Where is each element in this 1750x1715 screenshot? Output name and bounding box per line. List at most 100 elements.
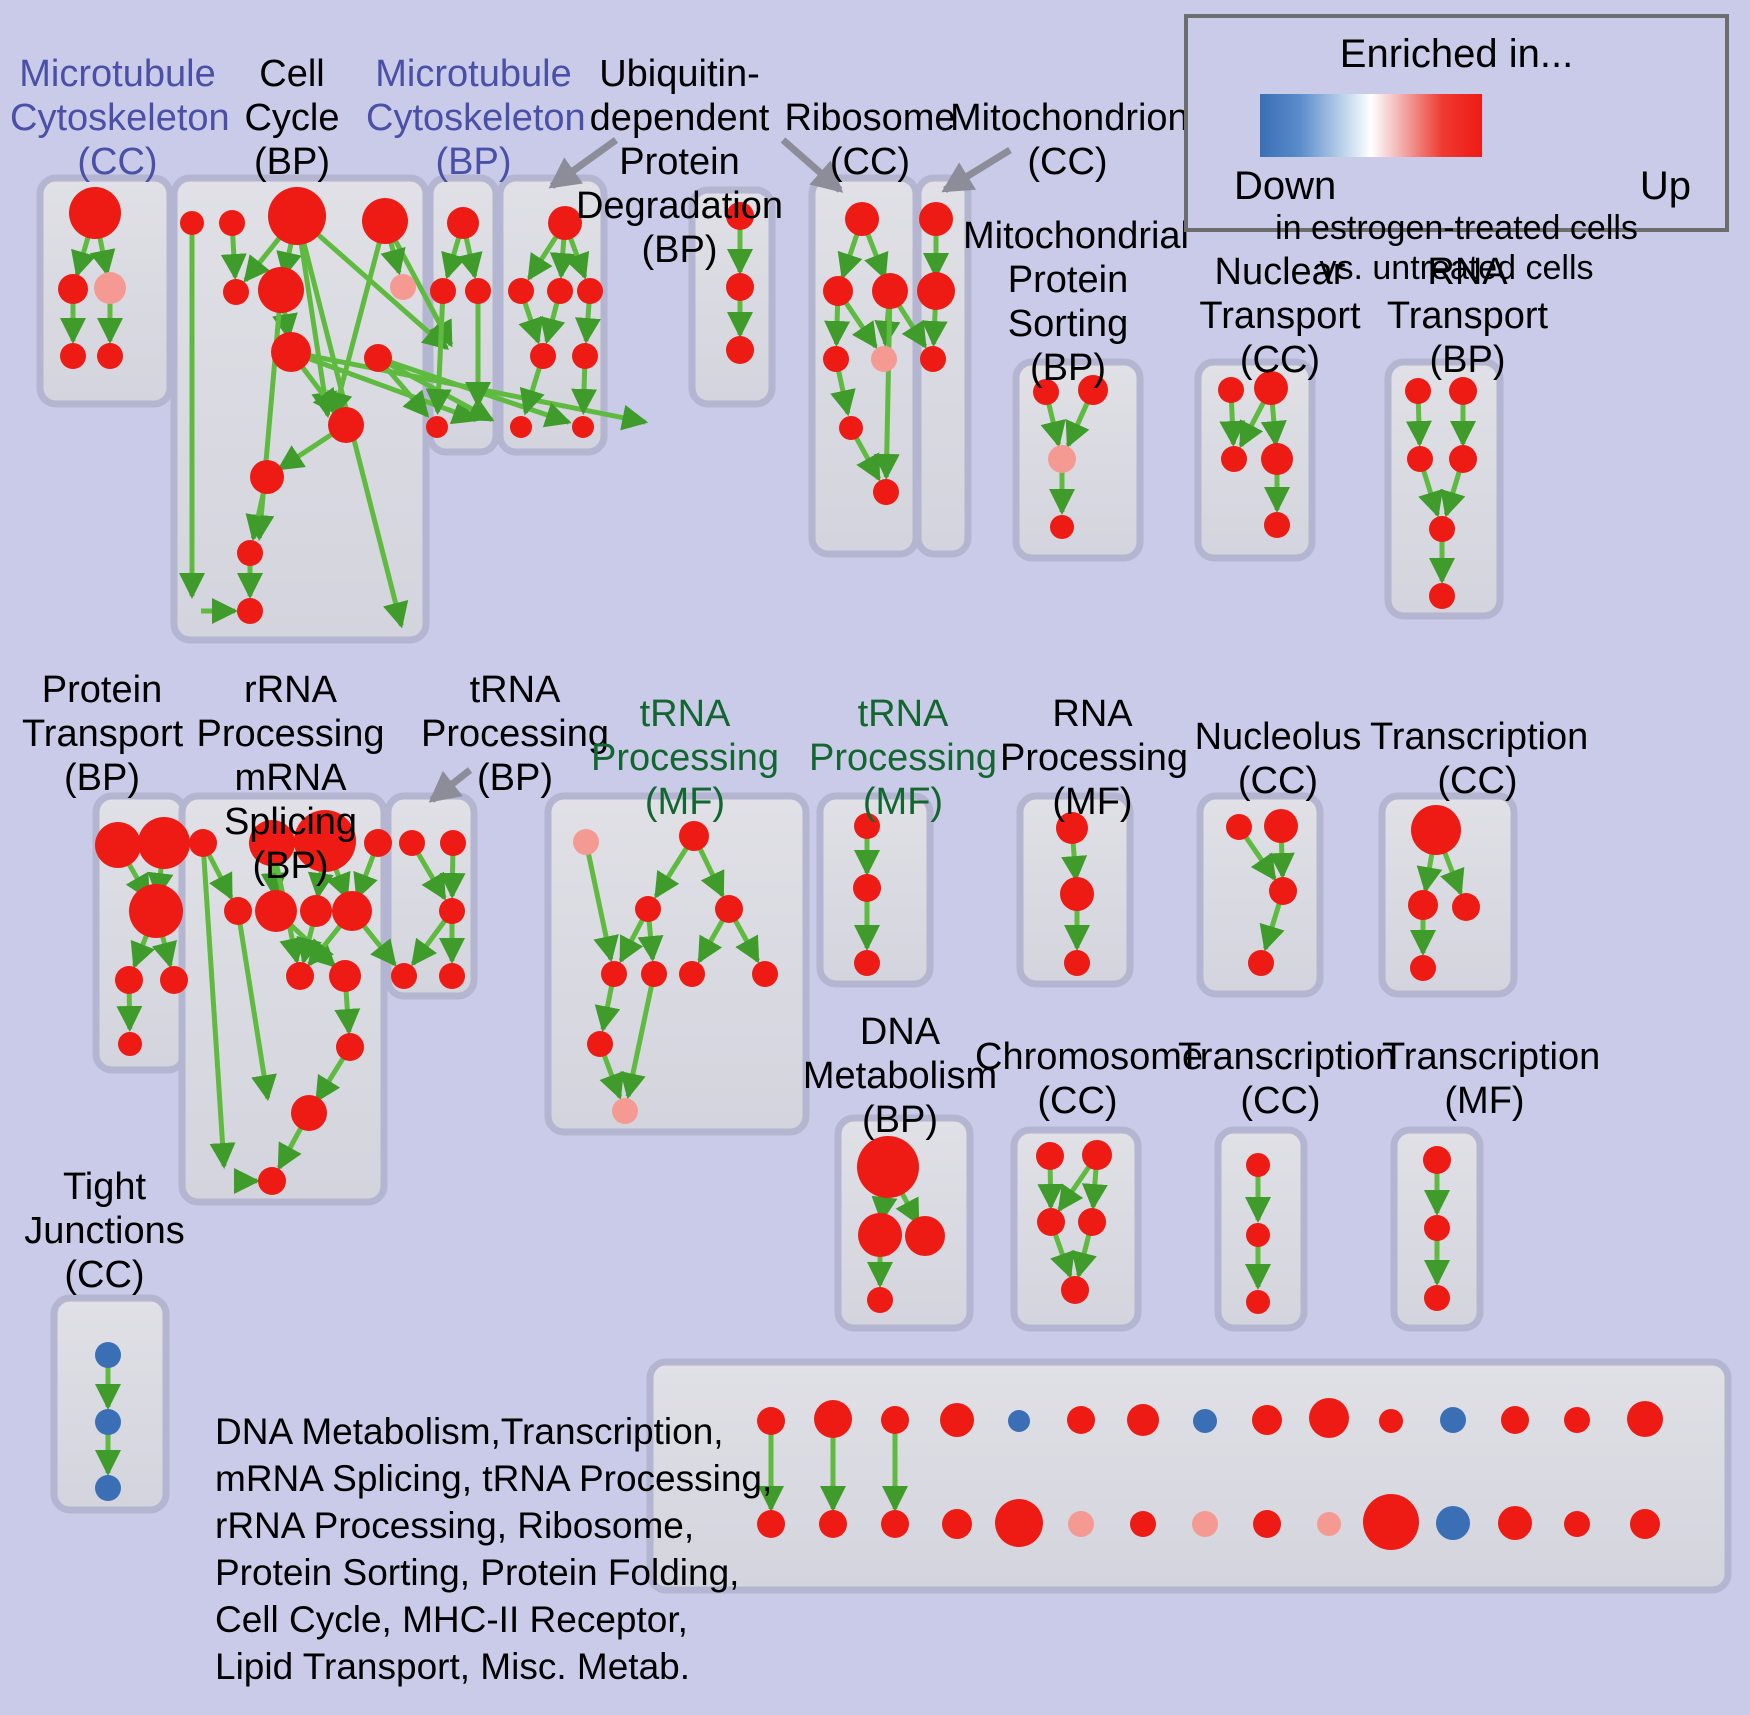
network-node xyxy=(1246,1223,1270,1247)
network-node xyxy=(268,187,326,245)
network-node xyxy=(573,829,599,855)
network-node xyxy=(439,898,465,924)
legend-color-gradient xyxy=(1260,94,1482,157)
cluster-label-nuclear-transport-cc: Nuclear Transport (CC) xyxy=(1199,251,1361,381)
cluster-label-rna-transport-bp: RNA Transport (BP) xyxy=(1386,251,1549,381)
legend-up-label: Up xyxy=(1639,164,1691,208)
network-edge xyxy=(1081,1163,1108,1211)
network-node xyxy=(858,1213,902,1257)
network-node xyxy=(1033,379,1059,405)
network-edge xyxy=(1418,466,1444,518)
network-node xyxy=(881,1406,909,1434)
network-edge xyxy=(873,299,900,481)
network-node xyxy=(1252,1405,1282,1435)
network-node xyxy=(995,1499,1043,1547)
network-edge xyxy=(618,915,647,964)
network-node xyxy=(439,963,465,989)
network-node xyxy=(940,1403,974,1437)
cluster-label-chromosome-cc: Chromosome (CC) xyxy=(975,1036,1204,1122)
panel-nucleolus xyxy=(1196,792,1324,998)
network-node xyxy=(1127,1404,1159,1436)
network-node xyxy=(258,267,304,313)
network-node xyxy=(1050,515,1074,539)
network-node xyxy=(1254,371,1288,405)
legend-down-label: Down xyxy=(1234,164,1337,208)
network-node xyxy=(1036,1142,1064,1170)
network-node xyxy=(1423,1146,1451,1174)
network-node xyxy=(547,278,573,304)
network-node xyxy=(635,896,661,922)
network-node xyxy=(873,479,899,505)
network-node xyxy=(679,961,705,987)
network-edge xyxy=(620,982,655,1100)
network-node xyxy=(430,278,456,304)
network-nodes xyxy=(58,187,1663,1550)
network-node xyxy=(1056,812,1088,844)
network-edge xyxy=(334,984,361,1036)
network-edge xyxy=(204,849,234,901)
cluster-label-transcription-cc-bottom: Transcription (CC) xyxy=(1178,1036,1397,1122)
network-node xyxy=(857,1136,919,1198)
network-node xyxy=(138,817,190,869)
network-node xyxy=(1264,809,1298,843)
cluster-label-microtubule-cytoskeleton-bp: Microtubule Cytoskeleton (BP) xyxy=(366,53,586,183)
network-node xyxy=(237,598,263,624)
network-edge xyxy=(1037,1164,1064,1211)
network-edge xyxy=(571,364,598,416)
network-node xyxy=(510,416,532,438)
network-node xyxy=(1630,1509,1660,1539)
network-edge xyxy=(1050,1229,1075,1279)
arrow-ubiquitin-left xyxy=(548,137,619,189)
network-edge xyxy=(697,915,727,964)
network-node xyxy=(1407,446,1433,472)
network-node xyxy=(399,830,425,856)
network-node xyxy=(180,211,204,235)
network-node xyxy=(390,274,416,300)
network-node xyxy=(853,874,881,902)
network-node xyxy=(223,279,249,305)
network-node xyxy=(224,897,252,925)
arrow-mitochondrion xyxy=(941,147,1012,193)
network-node xyxy=(548,206,582,240)
network-edge xyxy=(1057,1161,1094,1213)
network-edge xyxy=(314,1053,348,1103)
network-edge xyxy=(410,916,449,967)
network-node xyxy=(1218,377,1244,403)
network-node xyxy=(1424,1215,1450,1241)
network-node xyxy=(1253,1510,1281,1538)
cluster-label-rna-processing-mf: RNA Processing (MF) xyxy=(1000,693,1188,823)
network-node xyxy=(258,1167,286,1195)
legend-subtitle: in estrogen-treated cells vs. untreated … xyxy=(1275,209,1638,287)
network-node xyxy=(1226,814,1252,840)
network-node xyxy=(919,202,953,236)
network-node xyxy=(1082,1140,1112,1170)
network-node xyxy=(58,274,88,304)
network-node xyxy=(823,276,853,306)
network-node xyxy=(95,1475,121,1501)
network-node xyxy=(577,278,603,304)
legend-title: Enriched in... xyxy=(1339,32,1574,76)
network-node xyxy=(839,416,863,440)
cluster-label-transcription-mf: Transcription (MF) xyxy=(1382,1036,1601,1122)
network-node xyxy=(1067,1406,1095,1434)
network-edge xyxy=(1219,398,1246,448)
network-edge xyxy=(574,299,601,345)
network-node xyxy=(1440,1407,1466,1433)
network-node xyxy=(447,207,479,239)
cluster-label-nucleolus-cc: Nucleolus (CC) xyxy=(1194,716,1362,802)
network-node xyxy=(1436,1506,1470,1540)
network-node xyxy=(1248,950,1274,976)
network-node xyxy=(329,960,361,992)
network-edge xyxy=(220,231,247,281)
network-node xyxy=(1449,445,1477,473)
network-node xyxy=(726,273,754,301)
network-edge xyxy=(585,850,619,963)
pointer-arrows xyxy=(428,137,1012,803)
network-edge xyxy=(518,298,544,345)
panel-misc-wide xyxy=(646,1358,1732,1594)
network-edge xyxy=(564,230,590,280)
cluster-label-dna-metabolism-bp: DNA Metabolism (BP) xyxy=(802,1011,998,1141)
network-node xyxy=(271,332,311,372)
network-node xyxy=(1627,1401,1663,1437)
network-node xyxy=(1501,1406,1529,1434)
